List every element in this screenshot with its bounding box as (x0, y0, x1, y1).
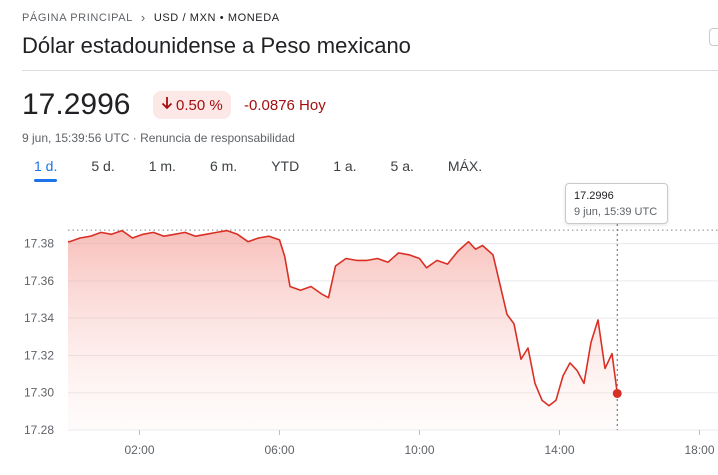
tooltip-value: 17.2996 (574, 190, 614, 202)
header-divider (22, 70, 718, 71)
y-tick-label: 17.28 (24, 423, 54, 437)
quote-timestamp: 9 jun, 15:39:56 UTC (22, 131, 130, 145)
y-tick-label: 17.36 (24, 274, 54, 288)
x-tick-label: 06:00 (264, 443, 294, 457)
tab-6m[interactable]: 6 m. (209, 158, 238, 174)
y-tick-label: 17.38 (24, 237, 54, 251)
tab-1y[interactable]: 1 a. (333, 158, 357, 174)
y-tick-label: 17.32 (24, 348, 54, 362)
price-tooltip: 17.2996 9 jun, 15:39 UTC (565, 183, 668, 224)
current-price: 17.2996 (22, 88, 131, 121)
tab-1m[interactable]: 1 m. (148, 158, 176, 174)
x-tick-label: 18:00 (684, 443, 714, 457)
page-title: Dólar estadounidense a Peso mexicano (22, 33, 411, 58)
change-percent: 0.50 % (176, 96, 223, 114)
tooltip-time: 9 jun, 15:39 UTC (574, 206, 658, 218)
x-tick-label: 14:00 (544, 443, 574, 457)
breadcrumb-current: USD / MXN • MONEDA (153, 11, 280, 24)
x-tick-label: 10:00 (404, 443, 434, 457)
chevron-right-icon: › (140, 10, 146, 25)
range-tabs: 1 d. 5 d. 1 m. 6 m. YTD 1 a. 5 a. MÁX. (22, 156, 504, 182)
arrow-down-icon (161, 96, 173, 114)
tab-5y[interactable]: 5 a. (390, 158, 414, 174)
breadcrumb: PÁGINA PRINCIPAL › USD / MXN • MONEDA (22, 10, 280, 25)
change-absolute: -0.0876 Hoy (244, 97, 326, 114)
change-percent-badge: 0.50 % (153, 91, 231, 119)
tab-1d[interactable]: 1 d. (22, 156, 69, 182)
tab-max[interactable]: MÁX. (447, 158, 483, 174)
tab-5d[interactable]: 5 d. (91, 158, 115, 174)
y-tick-label: 17.34 (24, 311, 54, 325)
separator-dot: · (132, 131, 141, 145)
price-line (68, 229, 619, 407)
panel-edge-button[interactable] (709, 28, 718, 46)
price-area (68, 230, 618, 430)
breadcrumb-home-link[interactable]: PÁGINA PRINCIPAL (22, 11, 133, 24)
y-tick-label: 17.30 (24, 386, 54, 400)
quote-meta: 9 jun, 15:39:56 UTC · Renuncia de respon… (22, 131, 295, 145)
tab-ytd[interactable]: YTD (271, 158, 300, 174)
disclaimer-link[interactable]: Renuncia de responsabilidad (140, 131, 295, 145)
cursor-dot (612, 388, 622, 398)
x-tick-label: 02:00 (124, 443, 154, 457)
